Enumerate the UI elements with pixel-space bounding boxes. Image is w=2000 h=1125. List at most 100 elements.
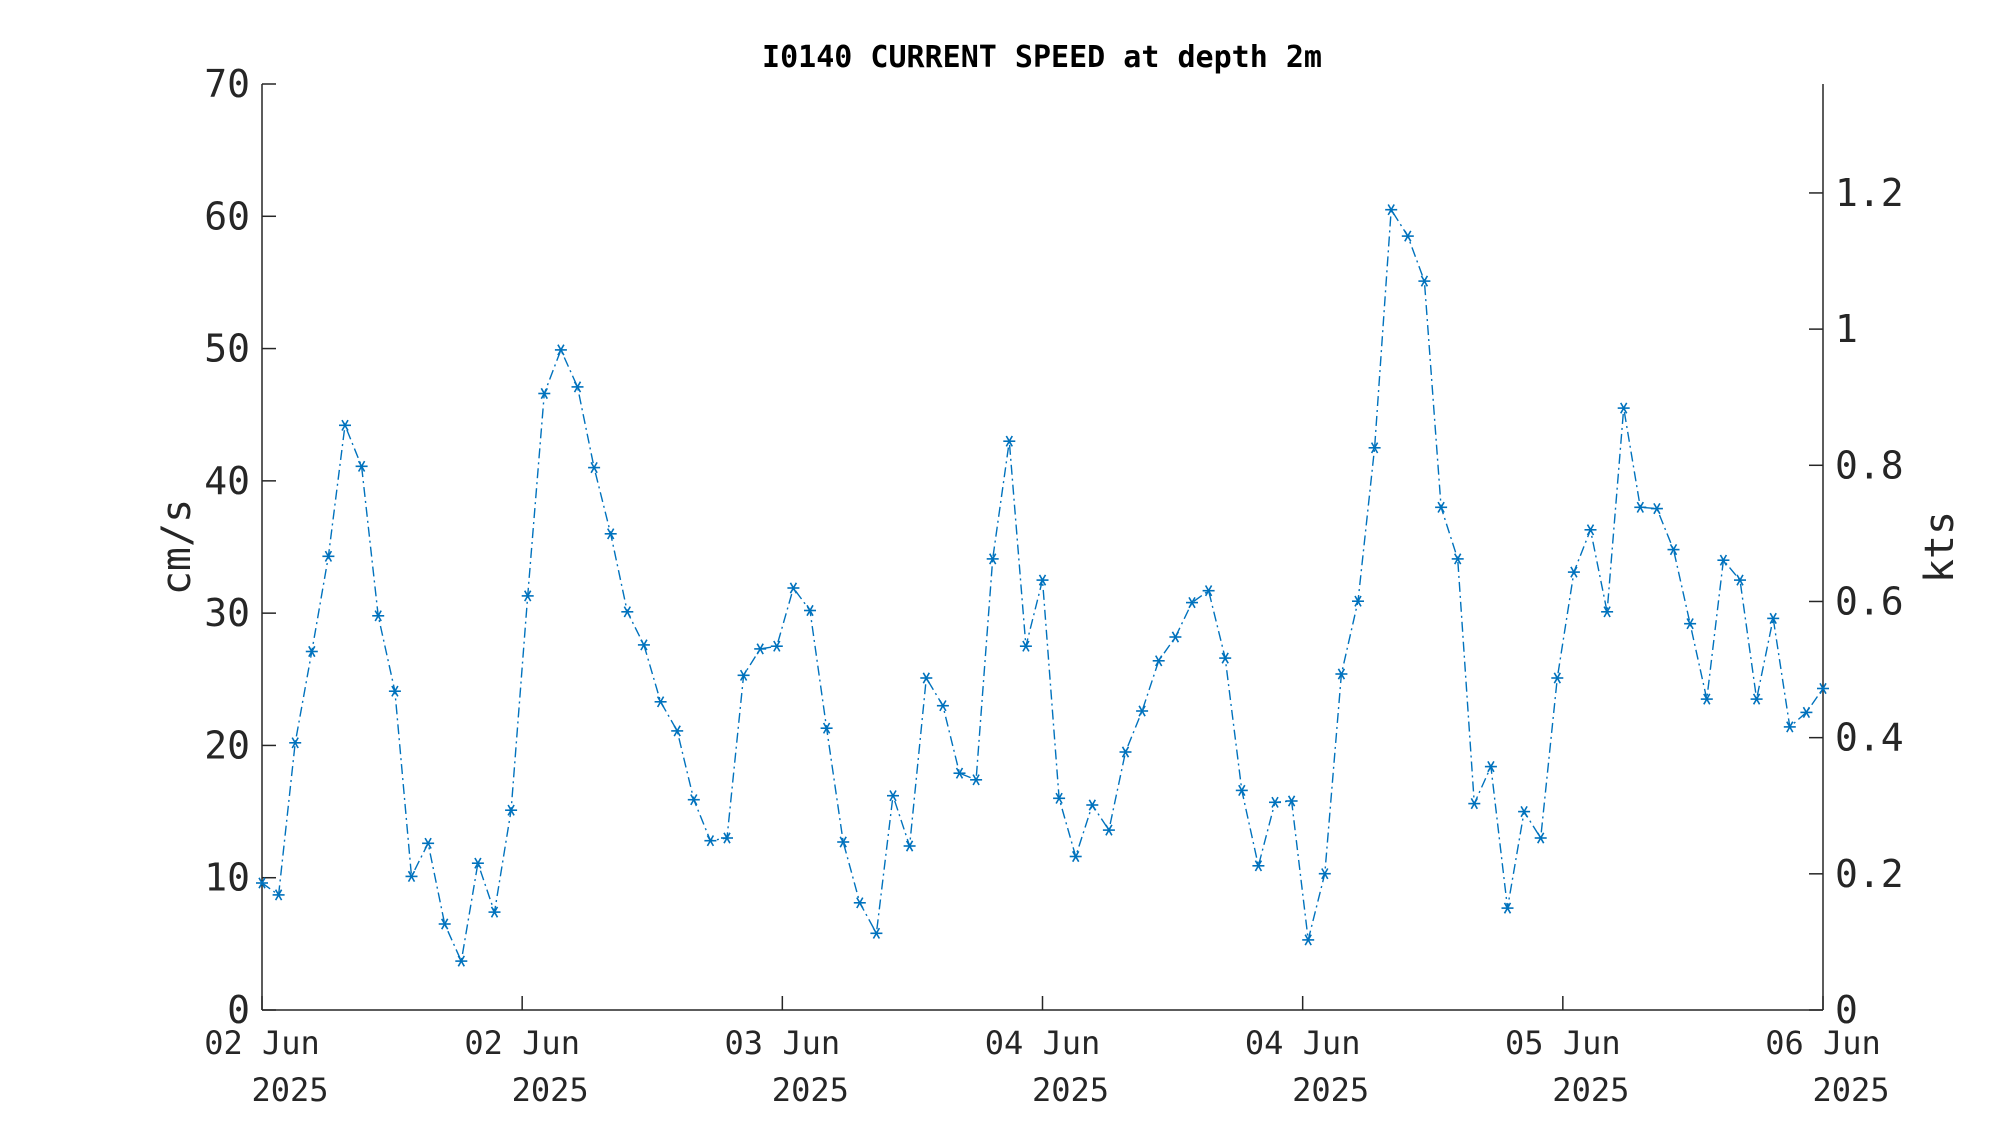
data-point bbox=[1152, 655, 1165, 667]
x-tick-date: 05 Jun bbox=[1505, 1024, 1621, 1062]
data-point bbox=[1468, 798, 1481, 810]
x-tick-year: 2025 bbox=[1032, 1071, 1109, 1109]
data-point bbox=[770, 640, 783, 652]
data-point bbox=[1734, 574, 1746, 586]
data-point bbox=[1435, 501, 1448, 513]
data-point bbox=[1451, 553, 1464, 565]
data-point bbox=[1269, 796, 1281, 808]
data-point bbox=[256, 877, 268, 889]
chart-title: I0140 CURRENT SPEED at depth 2m bbox=[762, 40, 1322, 75]
data-point bbox=[289, 737, 302, 749]
data-point bbox=[754, 643, 767, 655]
data-point bbox=[1302, 934, 1315, 946]
data-point bbox=[1551, 672, 1564, 684]
data-point bbox=[322, 550, 335, 562]
data-point bbox=[1767, 612, 1780, 624]
data-point bbox=[1069, 850, 1082, 863]
data-point bbox=[1003, 435, 1016, 447]
x-tick-year: 2025 bbox=[251, 1071, 328, 1109]
data-point bbox=[1385, 204, 1398, 216]
data-point bbox=[1534, 832, 1547, 844]
data-point bbox=[488, 906, 501, 918]
data-point bbox=[637, 639, 650, 651]
y-tick-label: 40 bbox=[204, 459, 250, 503]
data-point bbox=[804, 604, 816, 617]
data-point bbox=[1136, 705, 1149, 717]
x-tick-year: 2025 bbox=[512, 1071, 589, 1109]
data-point bbox=[1053, 792, 1066, 804]
data-point bbox=[305, 645, 318, 658]
data-point bbox=[953, 767, 966, 779]
x-tick-date: 03 Jun bbox=[725, 1024, 841, 1062]
data-point bbox=[671, 725, 684, 737]
y-tick-label: 0 bbox=[227, 988, 250, 1032]
data-point bbox=[1584, 524, 1597, 536]
series-line bbox=[261, 207, 1824, 964]
data-point bbox=[604, 528, 617, 540]
data-point bbox=[721, 832, 733, 844]
data-point bbox=[920, 672, 933, 684]
data-point bbox=[820, 722, 833, 734]
y2-tick-label: 1 bbox=[1835, 307, 1858, 351]
x-tick-year: 2025 bbox=[1812, 1071, 1889, 1109]
x-tick-date: 04 Jun bbox=[985, 1024, 1101, 1062]
x-ticks: 02 Jun 2025 02 Jun 2025 03 Jun 2025 04 Jun 2025… bbox=[204, 996, 1890, 1109]
data-point bbox=[787, 582, 800, 594]
data-point bbox=[571, 381, 584, 393]
left-y-ticks: 0 10 20 30 40 50 60 70 bbox=[204, 62, 276, 1032]
x-tick-year: 2025 bbox=[1552, 1071, 1629, 1109]
data-point bbox=[339, 419, 351, 431]
data-point bbox=[1634, 501, 1647, 513]
data-point bbox=[1518, 806, 1531, 818]
data-point bbox=[1750, 693, 1763, 705]
y-tick-label: 20 bbox=[204, 723, 250, 767]
data-point bbox=[422, 837, 435, 849]
data-point bbox=[1817, 682, 1829, 695]
data-point bbox=[455, 955, 468, 967]
y2-tick-label: 0.4 bbox=[1835, 716, 1904, 760]
data-point bbox=[1102, 824, 1115, 836]
data-point bbox=[887, 790, 899, 802]
data-point bbox=[1252, 860, 1265, 872]
data-point bbox=[621, 606, 634, 618]
data-point bbox=[438, 918, 451, 930]
data-point bbox=[870, 927, 883, 939]
data-point bbox=[471, 857, 484, 869]
x-tick-date: 02 Jun bbox=[204, 1024, 320, 1062]
data-point bbox=[1235, 784, 1248, 796]
y-tick-label: 60 bbox=[204, 194, 250, 238]
y2-tick-label: 0.2 bbox=[1835, 852, 1904, 896]
data-point bbox=[1700, 693, 1713, 705]
data-point bbox=[1219, 652, 1232, 664]
data-point bbox=[1352, 595, 1364, 607]
x-tick-year: 2025 bbox=[1292, 1071, 1369, 1109]
data-point bbox=[272, 889, 285, 901]
right-y-ticks: 0 0.2 0.4 0.6 0.8 1 1.2 bbox=[1809, 171, 1904, 1032]
y-axis-title: cm/s bbox=[154, 499, 200, 595]
series-layer bbox=[256, 204, 1829, 967]
data-point bbox=[1783, 721, 1796, 733]
data-point bbox=[505, 804, 518, 816]
y2-tick-label: 0.6 bbox=[1835, 579, 1904, 623]
data-point bbox=[1169, 631, 1182, 643]
data-point bbox=[1800, 706, 1813, 718]
data-point bbox=[1401, 230, 1414, 242]
y2-tick-label: 0 bbox=[1835, 988, 1858, 1032]
data-point bbox=[936, 700, 949, 712]
y2-tick-label: 1.2 bbox=[1835, 171, 1904, 215]
data-point bbox=[355, 460, 368, 472]
data-point bbox=[588, 462, 601, 474]
data-point bbox=[1285, 795, 1298, 807]
data-point bbox=[554, 344, 567, 356]
data-point bbox=[1501, 902, 1514, 914]
data-point bbox=[837, 836, 850, 848]
x-tick-date: 02 Jun bbox=[464, 1024, 580, 1062]
data-point bbox=[704, 835, 717, 847]
data-point bbox=[687, 794, 700, 806]
y-tick-label: 10 bbox=[204, 856, 250, 900]
data-point bbox=[903, 840, 916, 852]
data-point bbox=[1086, 799, 1099, 811]
data-point bbox=[654, 696, 667, 708]
data-point bbox=[538, 387, 551, 400]
data-point bbox=[1484, 761, 1497, 773]
